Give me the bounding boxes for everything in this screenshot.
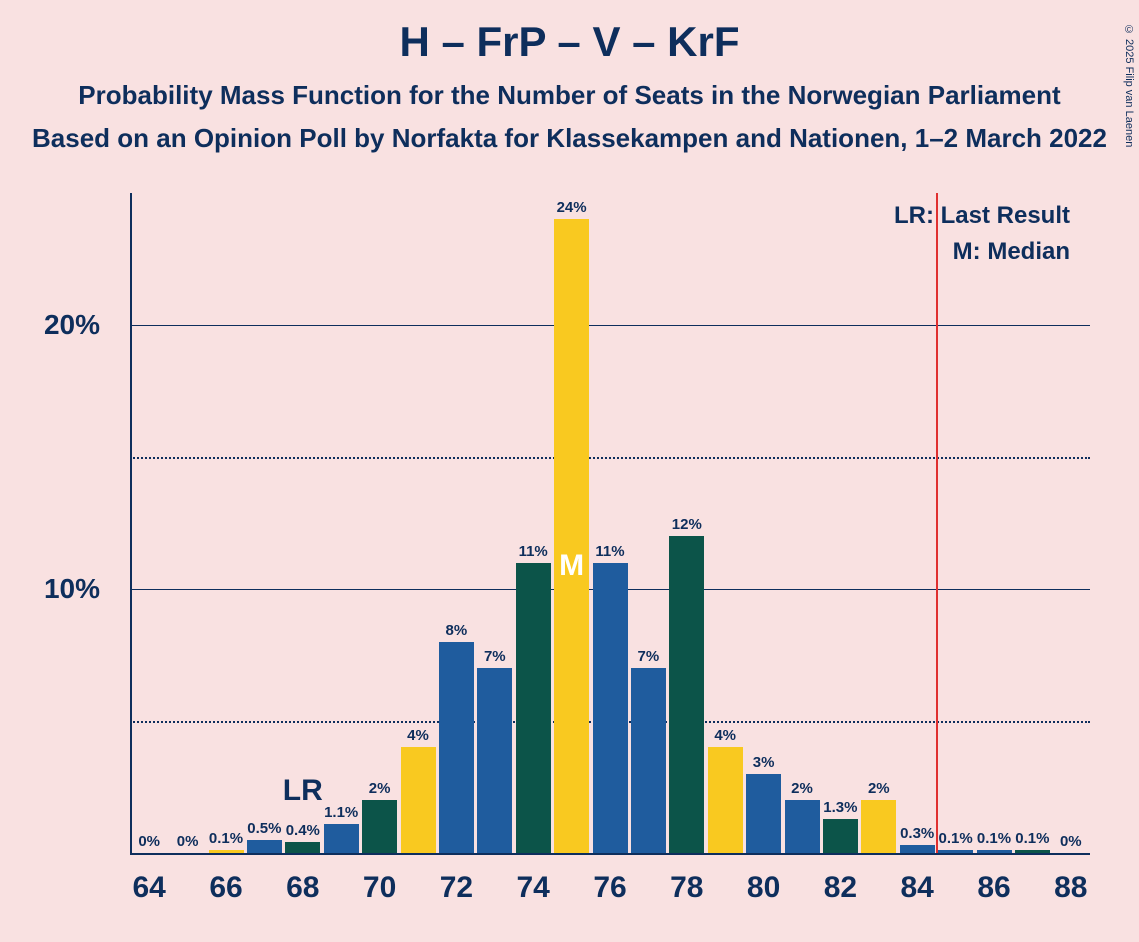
bar-76 [593,563,628,853]
bar-66 [209,850,244,853]
bar-69 [324,824,359,853]
plot-area: 0%0%0.1%0.5%0.4%1.1%2%4%8%7%11%24%11%7%1… [130,193,1090,853]
bar-78 [669,536,704,853]
chart-container: 10%20% 0%0%0.1%0.5%0.4%1.1%2%4%8%7%11%24… [40,193,1100,853]
x-tick-label: 76 [572,871,648,905]
bar-label-78: 12% [657,516,717,533]
bar-label-81: 2% [772,780,832,797]
bar-74 [516,563,551,853]
x-tick-label: 64 [111,871,187,905]
chart-title: H – FrP – V – KrF [0,18,1139,66]
bar-label-79: 4% [695,727,755,744]
chart-subtitle-2: Based on an Opinion Poll by Norfakta for… [0,123,1139,154]
x-tick-label: 80 [726,871,802,905]
legend-m: M: Median [894,234,1070,270]
bar-label-83: 2% [849,780,909,797]
bar-label-80: 3% [734,754,794,771]
bar-67 [247,840,282,853]
bar-70 [362,800,397,853]
x-tick-label: 88 [1033,871,1109,905]
bar-75 [554,219,589,853]
bar-87 [1015,850,1050,853]
bar-77 [631,668,666,853]
majority-line [936,193,938,853]
chart-subtitle-1: Probability Mass Function for the Number… [0,80,1139,111]
x-tick-label: 66 [188,871,264,905]
x-tick-label: 72 [418,871,494,905]
copyright-text: © 2025 Filip van Laenen [1123,24,1135,147]
bar-86 [977,850,1012,853]
x-tick-label: 84 [879,871,955,905]
bar-label-88: 0% [1041,833,1101,850]
median-annotation: M [552,549,592,583]
x-tick-label: 82 [802,871,878,905]
bar-85 [938,850,973,853]
x-tick-label: 74 [495,871,571,905]
bar-82 [823,819,858,853]
y-tick-label: 20% [20,309,100,341]
bar-71 [401,747,436,853]
bar-label-72: 8% [426,622,486,639]
lr-annotation: LR [283,774,323,808]
x-tick-label: 86 [956,871,1032,905]
bar-label-75: 24% [542,199,602,216]
x-axis [130,853,1090,855]
bar-72 [439,642,474,853]
x-tick-label: 70 [342,871,418,905]
x-tick-label: 78 [649,871,725,905]
legend-lr: LR: Last Result [894,198,1070,234]
bar-73 [477,668,512,853]
legend: LR: Last Result M: Median [894,198,1070,270]
bar-68 [285,842,320,853]
x-tick-label: 68 [265,871,341,905]
y-tick-label: 10% [20,573,100,605]
